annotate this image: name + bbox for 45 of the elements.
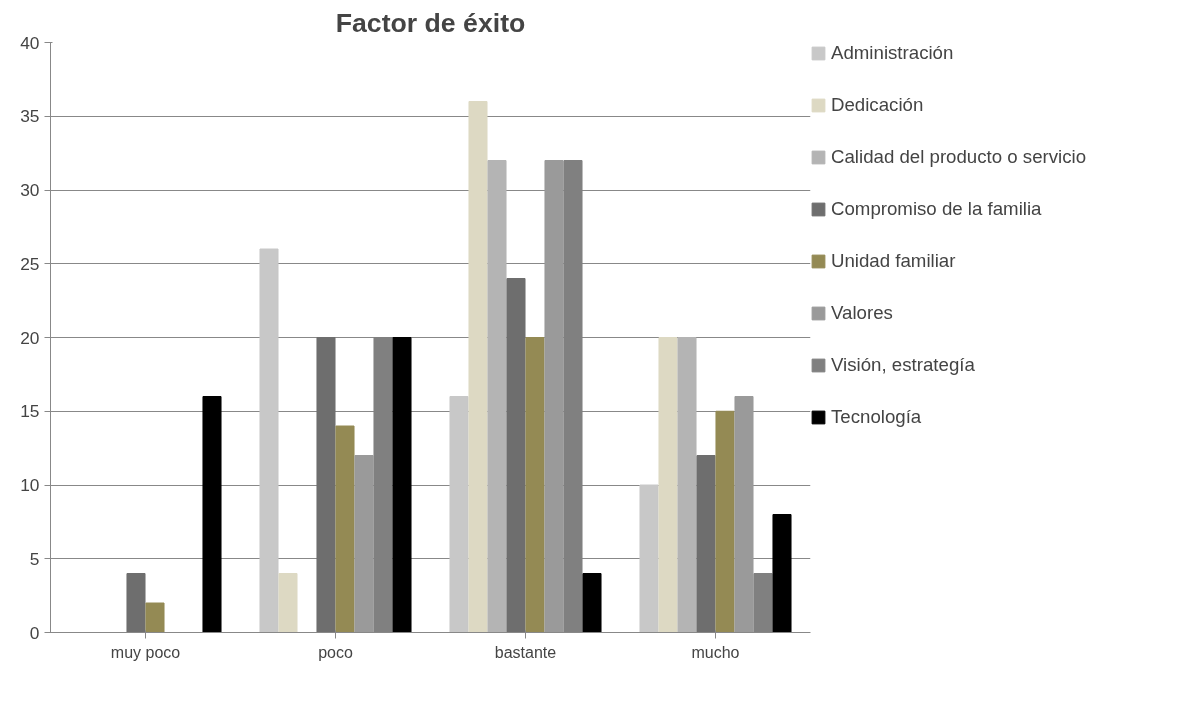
y-tick-label: 25 [20, 253, 40, 274]
bar [677, 337, 697, 633]
bar [525, 337, 545, 633]
bar [449, 396, 469, 633]
y-tick-label: 10 [20, 475, 40, 495]
bar [126, 573, 146, 633]
bar [278, 573, 298, 633]
legend-label: Calidad del producto o servicio [831, 146, 1087, 168]
bar [145, 602, 165, 633]
bar [734, 396, 754, 633]
y-tick-label: 5 [29, 548, 40, 569]
y-tick-label: 0 [29, 622, 40, 643]
x-tick-label: poco [318, 643, 353, 661]
y-tick-label: 35 [20, 106, 40, 127]
chart-title: Factor de éxito [335, 7, 526, 38]
bar [506, 278, 526, 633]
y-tick-label: 40 [20, 32, 40, 53]
bar [544, 160, 564, 633]
bar [715, 410, 735, 633]
bar [392, 337, 412, 633]
bar [259, 248, 279, 633]
bar [335, 425, 355, 633]
bar [772, 514, 792, 633]
legend-label: Unidad familiar [831, 250, 956, 272]
y-tick-label: 30 [20, 180, 40, 200]
legend-label: Valores [831, 302, 893, 324]
y-tick-label: 15 [20, 401, 40, 422]
legend-label: Dedicación [831, 94, 924, 116]
y-tick-label: 20 [20, 327, 40, 348]
bar [639, 484, 659, 633]
legend-label: Tecnología [831, 406, 922, 428]
bar [468, 101, 488, 633]
bar [658, 337, 678, 633]
bar [487, 160, 507, 633]
x-tick-label: bastante [494, 643, 557, 661]
bar [696, 455, 716, 633]
legend-label: Compromiso de la familia [831, 198, 1042, 220]
bar [582, 573, 602, 633]
bar [202, 396, 222, 633]
bar [354, 455, 374, 633]
x-tick-label: muy poco [110, 643, 181, 661]
legend-label: Visión, estrategía [831, 354, 975, 376]
bar [316, 337, 336, 633]
legend-label: Administración [831, 42, 954, 64]
x-tick-label: mucho [691, 643, 740, 661]
